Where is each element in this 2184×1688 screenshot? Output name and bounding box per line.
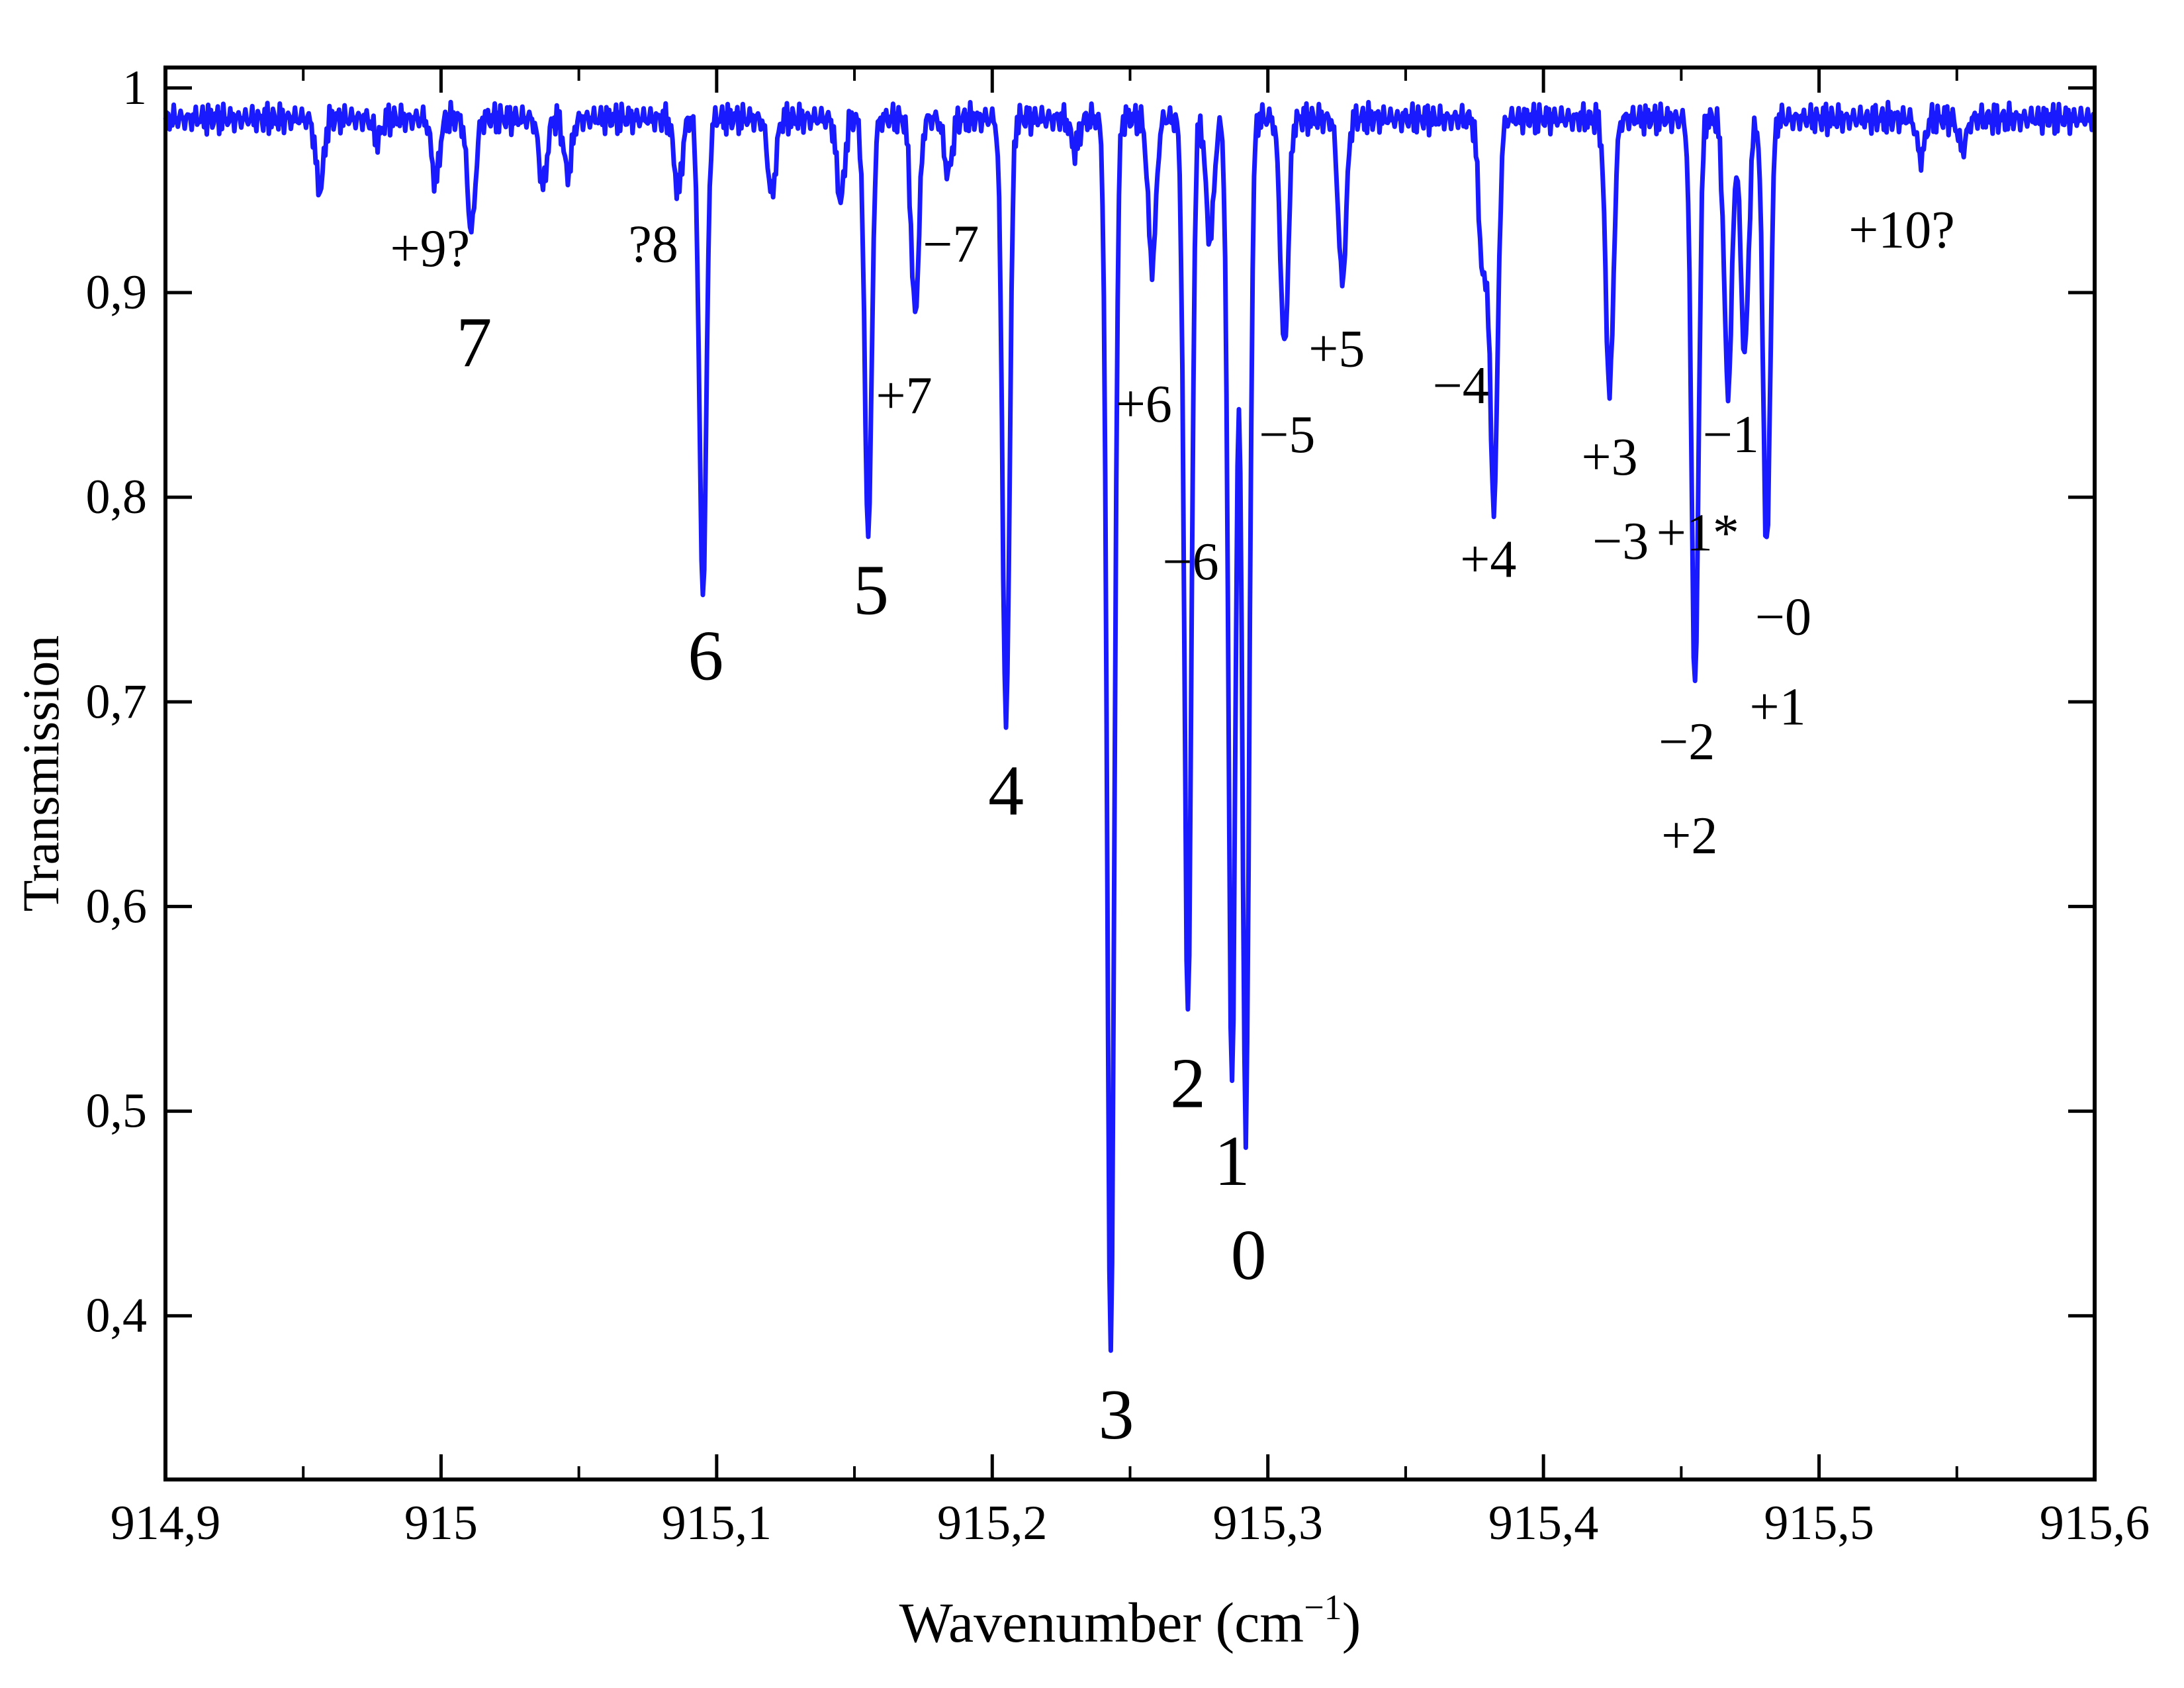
peak-label: 0 [1231, 1216, 1267, 1295]
x-tick-label: 915,5 [1764, 1496, 1874, 1550]
y-tick-label: 0,8 [86, 470, 148, 524]
y-tick-label: 1 [122, 61, 147, 115]
x-tick-label: 915,1 [662, 1496, 772, 1550]
plot-frame [163, 66, 2097, 1481]
peak-label: −3 [1592, 512, 1649, 571]
peak-label: 1 [1214, 1122, 1250, 1201]
axis-ticks [163, 68, 2097, 1479]
x-tick-label: 915,3 [1212, 1496, 1323, 1550]
y-tick-label: 0,7 [86, 675, 148, 729]
peak-annotations: 7 +9? ?8 6 5 +7 −7 4 +6 3 −6 2 −5 1 0 +5 −4 +4 +3 −3 +1* −1 −0… [390, 201, 1954, 1454]
x-tick-label: 915,6 [2040, 1496, 2150, 1550]
peak-label: +1* [1657, 504, 1739, 563]
x-tick-label: 915,4 [1488, 1496, 1599, 1550]
transmission-series-line [163, 99, 2097, 1353]
peak-label: +5 [1308, 320, 1365, 378]
peak-label: −7 [923, 216, 979, 274]
y-axis-title: Transmission [12, 635, 69, 912]
peak-label: +10? [1848, 201, 1955, 259]
x-tick-label: 915 [404, 1496, 478, 1550]
y-tick-label: 0,9 [86, 265, 148, 320]
peak-label: −1 [1703, 406, 1759, 464]
peak-label: −4 [1433, 357, 1489, 415]
peak-label: +3 [1582, 428, 1638, 487]
peak-label: 3 [1099, 1376, 1134, 1454]
peak-label: +6 [1116, 375, 1172, 434]
x-axis-title: Wavenumber (cm−1) [899, 1587, 1361, 1654]
peak-label: −5 [1259, 406, 1315, 464]
peak-label: +4 [1460, 531, 1516, 589]
peak-label: 2 [1170, 1044, 1206, 1123]
peak-label: −2 [1659, 713, 1715, 771]
peak-label: +2 [1661, 807, 1717, 865]
y-tick-label: 0,6 [86, 879, 148, 933]
peak-label: +9? [390, 220, 470, 278]
y-tick-label: 0,4 [86, 1289, 148, 1343]
peak-label: 6 [688, 616, 723, 695]
peak-label: −0 [1755, 588, 1811, 646]
peak-label: 5 [853, 551, 889, 630]
peak-label: 4 [988, 751, 1024, 830]
x-tick-label: 915,2 [937, 1496, 1048, 1550]
peak-label: +1 [1750, 678, 1806, 736]
y-tick-label: 0,5 [86, 1084, 148, 1139]
peak-label: −6 [1163, 533, 1219, 591]
x-tick-label: 914,9 [111, 1496, 221, 1550]
peak-label: ?8 [628, 216, 678, 274]
peak-label: 7 [456, 303, 492, 382]
peak-label: +7 [876, 367, 932, 425]
tick-labels: 914,9 915 915,1 915,2 915,3 915,4 915,5 915,6 0,… [86, 61, 2150, 1550]
